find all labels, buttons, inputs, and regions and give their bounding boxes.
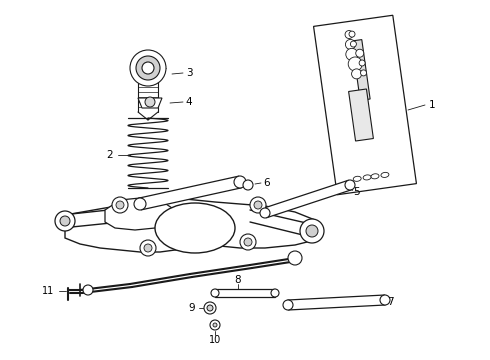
Circle shape [348,57,362,71]
Ellipse shape [381,172,389,177]
Circle shape [271,289,279,297]
Polygon shape [65,198,315,252]
Text: 8: 8 [235,275,241,285]
Circle shape [207,305,213,311]
Ellipse shape [371,174,379,179]
Circle shape [145,97,155,107]
Circle shape [250,197,266,213]
Text: 1: 1 [429,100,435,110]
Polygon shape [138,98,162,108]
Ellipse shape [353,176,361,181]
Circle shape [140,240,156,256]
Circle shape [213,323,217,327]
Circle shape [345,180,355,190]
Circle shape [352,69,362,79]
Polygon shape [348,89,373,141]
Circle shape [83,285,93,295]
Polygon shape [139,176,241,210]
Text: 6: 6 [264,178,270,188]
Circle shape [60,216,70,226]
Circle shape [144,244,152,252]
Circle shape [345,40,355,49]
Text: 5: 5 [354,187,360,197]
Circle shape [112,197,128,213]
Circle shape [240,234,256,250]
Circle shape [116,201,124,209]
Circle shape [349,31,355,37]
Text: 11: 11 [42,286,54,296]
Polygon shape [215,289,275,297]
Text: 9: 9 [189,303,196,313]
Circle shape [283,300,293,310]
Circle shape [300,219,324,243]
Circle shape [306,225,318,237]
Circle shape [210,320,220,330]
Ellipse shape [363,175,371,180]
Polygon shape [288,295,385,310]
Circle shape [356,49,364,57]
Text: 3: 3 [186,68,192,78]
Circle shape [243,180,253,190]
Circle shape [346,48,358,60]
Text: 7: 7 [387,297,393,307]
Circle shape [55,211,75,231]
Ellipse shape [155,203,235,253]
Text: 10: 10 [209,335,221,345]
Circle shape [134,198,146,210]
Polygon shape [105,198,175,230]
Circle shape [380,295,390,305]
Circle shape [244,238,252,246]
Circle shape [130,50,166,86]
Polygon shape [264,180,351,218]
Text: 4: 4 [186,97,192,107]
Circle shape [254,201,262,209]
Circle shape [359,60,365,66]
Circle shape [142,62,154,74]
Polygon shape [352,40,370,100]
Circle shape [234,176,246,188]
Circle shape [350,41,356,47]
Circle shape [260,208,270,218]
Circle shape [211,289,219,297]
Circle shape [288,251,302,265]
Polygon shape [314,15,416,195]
Circle shape [361,70,367,76]
Circle shape [136,56,160,80]
Circle shape [345,31,353,39]
Text: 2: 2 [107,150,113,160]
Circle shape [204,302,216,314]
